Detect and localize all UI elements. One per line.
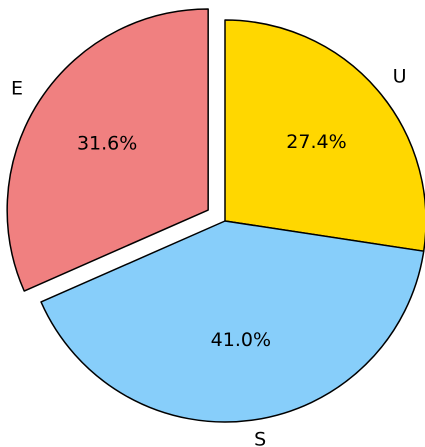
pie-slice xyxy=(224,19,425,252)
value-label: 31.6% xyxy=(77,133,137,155)
pie-slice xyxy=(6,8,209,292)
value-label: 41.0% xyxy=(211,329,271,351)
pie-slice xyxy=(40,220,425,423)
slice-label: S xyxy=(254,429,266,447)
slice-label: U xyxy=(393,65,407,87)
slice-label: E xyxy=(11,78,23,100)
value-label: 27.4% xyxy=(286,131,346,153)
